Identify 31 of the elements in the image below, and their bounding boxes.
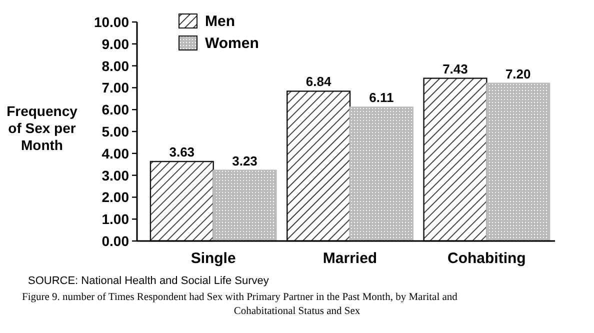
y-axis-title: Frequency of Sex per Month [6,103,78,153]
y-tick-label: 0.00 [102,233,130,249]
bar [212,170,277,242]
data-label: 6.11 [369,90,394,106]
legend-label: Men [205,13,235,30]
y-tick-label: 9.00 [102,36,130,52]
y-tick-label: 7.00 [102,80,130,96]
x-tick-label: Cohabiting [448,250,526,267]
x-tick-label: Married [322,250,378,267]
legend-label: Women [205,35,259,52]
data-label: 3.23 [232,153,258,168]
bar [349,106,414,242]
x-tick-label: Single [190,250,236,267]
bar [423,78,488,242]
y-tick-label: 5.00 [102,124,130,140]
bar [150,160,214,242]
source-note: SOURCE: National Health and Social Life Survey [28,275,270,287]
data-label: 6.84 [306,74,332,90]
y-tick-label: 1.00 [102,211,130,228]
data-label: 3.63 [169,144,195,160]
y-tick-label: 10.00 [94,14,130,30]
bar [286,90,351,242]
bar [486,82,550,242]
y-tick-label: 2.00 [102,189,130,206]
y-tick-label: 4.00 [102,145,130,162]
y-tick-label: 6.00 [102,102,130,118]
y-tick-label: 3.00 [102,167,130,184]
caption: Figure 9. number of Times Respondent had Sex with Primary Partner in the Past Month, by Marital and Cohabitational Status and Sex [22,292,458,317]
data-label: 7.20 [505,66,531,82]
data-label: 7.43 [442,61,468,76]
y-tick-label: 8.00 [102,58,130,74]
